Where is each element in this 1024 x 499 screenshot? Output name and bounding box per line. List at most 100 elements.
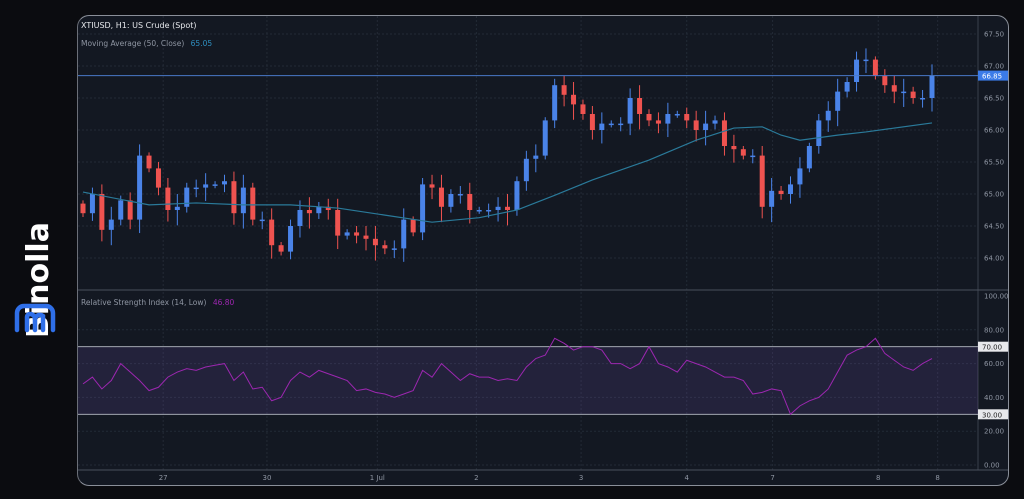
logo-mark-icon: [14, 303, 56, 333]
rsi-tick-label: 40.00: [984, 394, 1004, 402]
candle-up: [920, 98, 926, 100]
candle-up: [448, 194, 454, 207]
candle-up: [788, 184, 793, 194]
candle-up: [929, 75, 935, 98]
candle-down: [589, 114, 595, 130]
candle-up: [542, 120, 548, 156]
ma-value: 65.05: [190, 39, 213, 48]
candle-down: [250, 187, 256, 220]
current-price-badge: [978, 70, 1008, 81]
ma-legend: Moving Average (50, Close) 65.05: [81, 39, 212, 48]
candle-down: [155, 168, 161, 188]
candle-down: [127, 200, 133, 220]
rsi-line: [82, 337, 933, 416]
candle-up: [618, 123, 624, 126]
candle-down: [693, 120, 699, 130]
rsi-level-label: 70.00: [982, 344, 1002, 352]
candle-down: [646, 114, 652, 121]
candle-up: [193, 187, 199, 190]
candle-down: [872, 59, 878, 76]
candle-up: [420, 184, 426, 233]
price-tick-label: 65.50: [984, 159, 1004, 167]
candle-down: [165, 187, 171, 210]
candle-up: [665, 114, 671, 124]
candle-up: [712, 120, 718, 124]
rsi-legend: Relative Strength Index (14, Low) 46.80: [81, 298, 234, 307]
candle-down: [410, 219, 416, 233]
candle-up: [259, 219, 265, 222]
price-tick-label: 66.50: [984, 95, 1004, 103]
candle-up: [844, 82, 850, 92]
candle-down: [467, 194, 473, 210]
rsi-level-badge: [978, 341, 1008, 352]
candle-down: [382, 245, 388, 249]
price-tick-label: 67.50: [984, 31, 1004, 39]
rsi-band: [78, 346, 978, 415]
moving-average-line: [82, 122, 933, 223]
candle-up: [174, 206, 180, 210]
candle-down: [910, 91, 916, 98]
rsi-level-label: 30.00: [982, 411, 1002, 419]
candle-up: [797, 168, 803, 185]
candle-up: [184, 187, 190, 207]
candle-up: [599, 123, 605, 130]
candle-up: [240, 187, 246, 214]
candle-up: [523, 158, 529, 182]
candle-up: [608, 123, 614, 126]
candle-down: [325, 206, 331, 210]
price-tick-label: 65.00: [984, 191, 1004, 199]
candle-up: [297, 210, 303, 226]
time-tick-label: 3: [579, 474, 583, 482]
candle-up: [476, 210, 482, 212]
rsi-label: Relative Strength Index (14, Low): [81, 298, 207, 307]
candle-up: [222, 181, 227, 185]
candle-up: [344, 232, 350, 236]
candle-up: [901, 91, 907, 94]
rsi-tick-label: 20.00: [984, 428, 1004, 436]
price-tick-label: 64.00: [984, 255, 1004, 263]
candle-down: [655, 120, 661, 124]
candle-down: [637, 98, 643, 114]
rsi-tick-label: 80.00: [984, 326, 1004, 334]
rsi-tick-label: 100.00: [984, 293, 1009, 301]
ma-label: Moving Average (50, Close): [81, 39, 185, 48]
rsi-tick-label: 60.00: [984, 360, 1004, 368]
candle-down: [778, 190, 784, 194]
candle-down: [740, 149, 746, 156]
rsi-level-badge: [978, 409, 1008, 420]
time-tick-label: 27: [159, 474, 168, 482]
candle-down: [505, 206, 510, 210]
candle-down: [80, 203, 86, 214]
candle-down: [335, 210, 341, 236]
candle-up: [137, 155, 143, 220]
candle-up: [835, 91, 841, 111]
rsi-value: 46.80: [212, 298, 235, 307]
candle-down: [278, 245, 284, 252]
candle-up: [533, 155, 539, 159]
candle-up: [316, 206, 322, 214]
time-tick-label: 4: [684, 474, 689, 482]
candle-down: [354, 232, 360, 236]
candle-up: [627, 98, 633, 124]
candle-up: [750, 155, 756, 158]
time-tick-label: 7: [770, 474, 774, 482]
candle-up: [514, 181, 520, 210]
candle-up: [863, 59, 869, 62]
candle-up: [203, 184, 209, 188]
candle-up: [854, 59, 860, 82]
candle-down: [759, 155, 765, 207]
candle-up: [457, 194, 463, 196]
time-tick-label: 8: [876, 474, 880, 482]
candle-down: [731, 146, 737, 150]
candle-up: [552, 85, 558, 121]
binolla-logo: Binolla: [0, 150, 70, 340]
chart-title: XTIUSD, H1: US Crude (Spot): [81, 21, 197, 30]
candle-up: [806, 146, 812, 169]
candle-up: [118, 200, 124, 220]
candle-down: [571, 94, 577, 105]
candle-down: [429, 184, 435, 188]
candle-down: [721, 120, 727, 146]
candle-up: [108, 219, 114, 230]
candle-up: [288, 226, 294, 252]
